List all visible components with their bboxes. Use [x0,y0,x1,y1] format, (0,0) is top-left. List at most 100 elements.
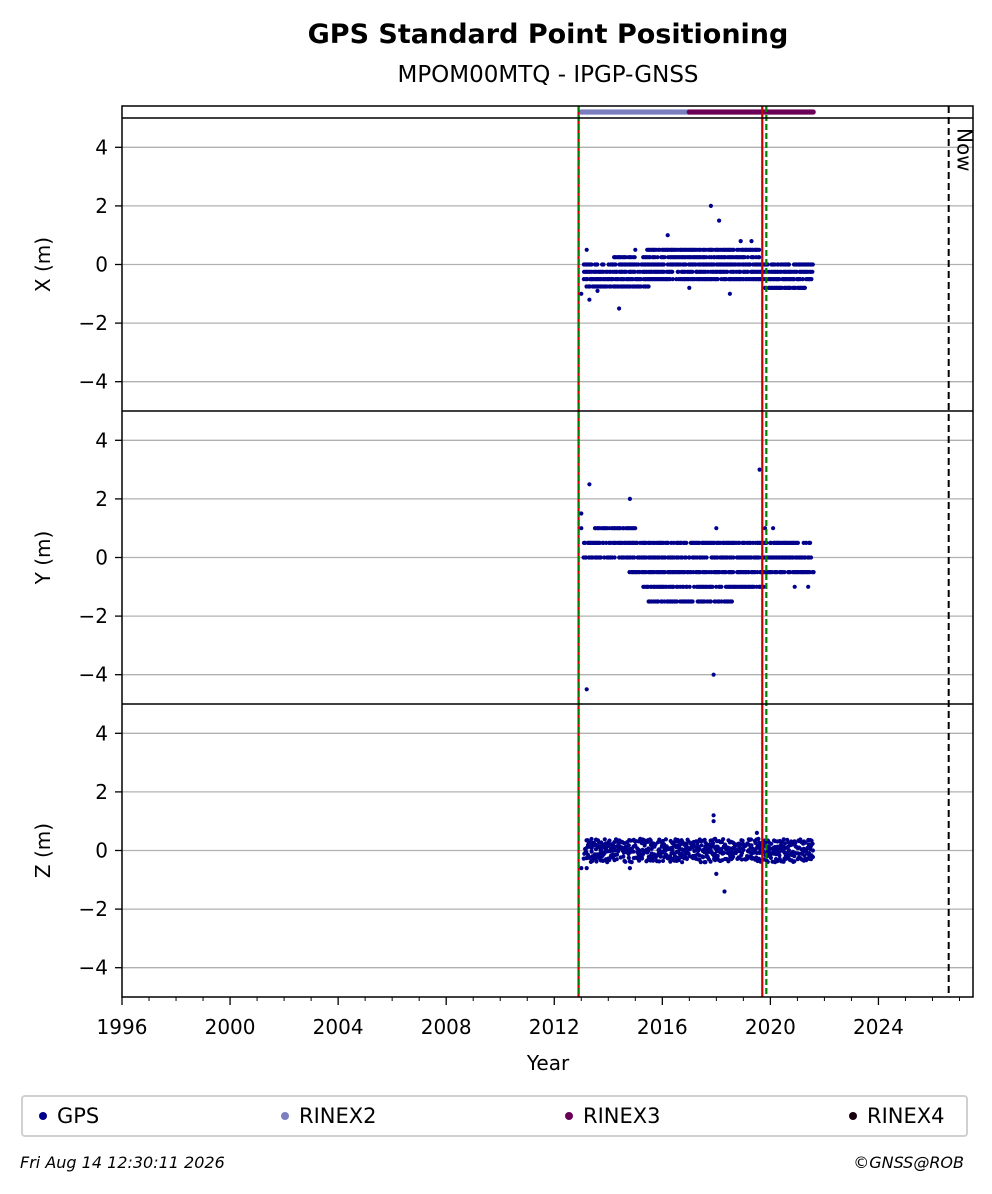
legend-marker-rinex2 [281,1112,289,1120]
gps-point [579,291,584,296]
gps-point [745,269,750,274]
gps-point [742,255,747,260]
gps-point [587,855,593,861]
gps-point [642,843,647,848]
gps-point [811,570,816,575]
gps-point [721,850,727,856]
gps-point [687,584,692,589]
y-tick-label: 4 [95,135,108,159]
gps-point [604,540,609,546]
gps-point [748,837,754,842]
gps-point [638,277,644,282]
gps-point [803,840,808,845]
gps-point [788,843,793,848]
x-tick-label: 2004 [313,1015,364,1039]
gps-point [595,288,600,293]
legend-marker-gps [39,1112,47,1120]
gps-point [657,859,662,864]
legend-item-rinex3: RINEX3 [565,1104,661,1128]
gps-point [737,540,742,546]
gps-point [624,269,629,274]
legend-label-rinex2: RINEX2 [299,1104,377,1128]
gps-point [584,866,589,871]
gps-point [711,819,716,824]
y-tick-label: 0 [95,839,108,863]
y-tick-label: 2 [95,780,108,804]
y-tick-label: 4 [95,428,108,452]
gps-point [699,843,704,848]
gps-point [626,855,631,861]
gps-point [632,255,637,260]
gps-point [739,850,745,856]
gps-point [646,848,651,853]
gps-point [802,285,808,290]
gps-point [587,482,592,487]
gps-point [632,269,637,274]
legend-label-rinex4: RINEX4 [867,1104,945,1128]
gps-point [802,853,807,858]
gps-point [710,584,715,589]
gps-point [692,848,697,854]
legend-label-gps: GPS [57,1104,100,1128]
gps-point [738,269,743,274]
legend-marker-rinex4 [849,1112,857,1120]
gps-point [769,841,774,846]
gps-point [613,262,618,267]
gps-point [698,860,703,865]
gps-point [670,847,675,852]
gps-point [687,285,692,290]
plot-frame [121,105,974,998]
gps-point [704,555,709,560]
gps-point [607,838,612,843]
x-tick-label: 2024 [853,1015,904,1039]
gps-point [727,291,733,296]
gps-point [579,511,584,516]
gps-point [731,570,736,575]
gps-point [676,269,681,274]
gps-point [587,297,592,302]
gps-point [594,859,599,864]
gps-point [670,277,675,282]
gps-point [627,496,633,501]
gps-point [635,540,640,546]
gps-point [753,840,758,846]
y-axis-label: Z (m) [31,823,55,878]
x-axis-label: Year [526,1051,570,1075]
gps-point [792,859,797,864]
gps-point [589,262,594,267]
gps-point [782,570,787,575]
y-tick-label: 0 [95,253,108,277]
gps-point [640,856,645,861]
y-tick-label: −2 [79,897,108,921]
x-tick-label: 2008 [421,1015,472,1039]
gps-point [757,247,762,252]
gps-point [660,858,666,864]
gps-point [666,540,671,546]
gps-point [579,866,584,871]
gps-point [683,262,688,267]
y-tick-label: 0 [95,546,108,570]
gps-point [648,838,653,843]
data-bar-point-rinex2 [580,109,586,115]
gps-point [810,269,815,274]
gps-point [704,255,709,260]
gps-point [665,233,670,238]
x-tick-label: 1996 [97,1015,148,1039]
gps-point [702,837,707,842]
gps-point [715,277,720,282]
gps-point [589,849,594,854]
gps-point [740,838,745,843]
gps-point [731,555,736,560]
gps-point [680,860,685,865]
gps-point [795,540,801,546]
gps-point [682,842,687,848]
gps-point [667,277,673,282]
gps-point [633,247,638,252]
gps-point [793,840,798,845]
gps-point [719,584,724,589]
y-axis-label: X (m) [31,237,55,292]
gps-point [806,584,811,589]
gps-point [701,855,706,860]
gps-point [662,570,667,575]
legend-item-rinex2: RINEX2 [281,1104,377,1128]
